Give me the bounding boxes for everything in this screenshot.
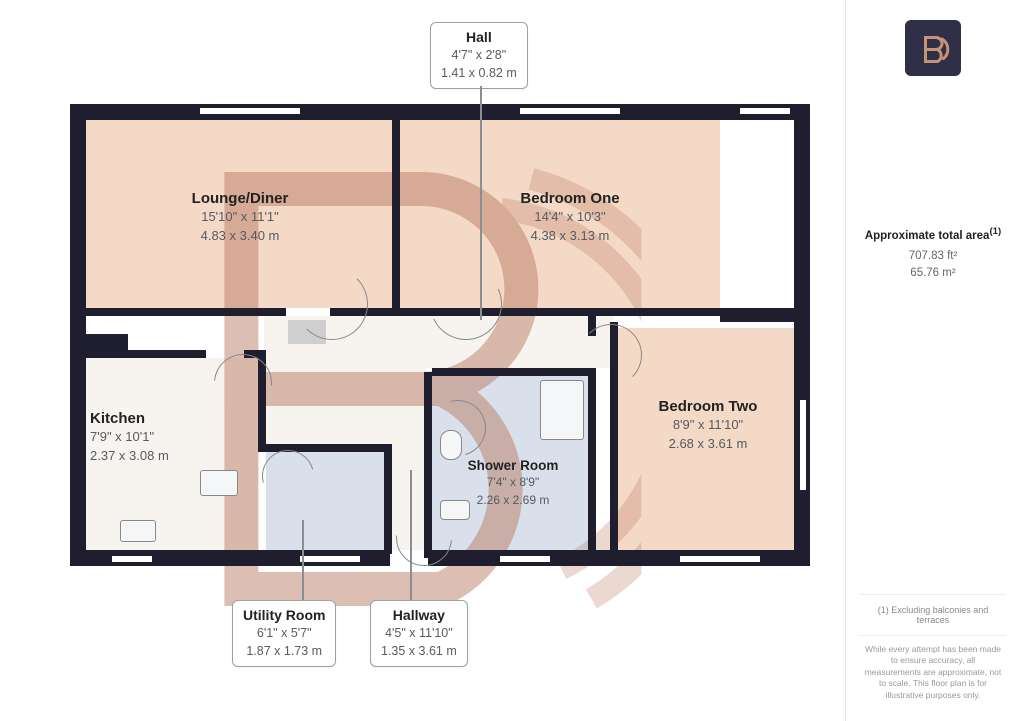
wall-step-right bbox=[720, 104, 736, 120]
room-dim-met: 1.41 x 0.82 m bbox=[441, 65, 517, 81]
sidebar-top: Approximate total area(1) 707.83 ft² 65.… bbox=[860, 20, 1006, 282]
window-top-2 bbox=[520, 106, 620, 116]
area-title: Approximate total area(1) bbox=[860, 226, 1006, 242]
brand-logo bbox=[905, 20, 961, 76]
window-right bbox=[798, 400, 808, 490]
room-dim-imp: 14'4" x 10'3" bbox=[534, 209, 605, 226]
door-bed2 bbox=[580, 324, 642, 386]
wall-floor1-bot-r bbox=[330, 308, 724, 316]
room-dim-met: 4.38 x 3.13 m bbox=[531, 228, 610, 245]
window-top-3 bbox=[740, 106, 790, 116]
room-dim-imp: 4'7" x 2'8" bbox=[441, 47, 517, 63]
wall-lounge-bed1 bbox=[392, 120, 400, 308]
area-ft: 707.83 ft² bbox=[860, 248, 1006, 265]
wall-step-notch bbox=[720, 308, 810, 322]
wall-kitchen-top-l bbox=[86, 350, 206, 358]
fixture-shower-tray bbox=[540, 380, 584, 440]
room-name: Lounge/Diner bbox=[192, 190, 289, 207]
wall-left-upper bbox=[70, 104, 86, 334]
room-dim-met: 4.83 x 3.40 m bbox=[201, 228, 280, 245]
wall-shower-top bbox=[432, 368, 592, 376]
room-name: Utility Room bbox=[243, 607, 325, 623]
wall-right-upper bbox=[794, 104, 810, 318]
area-summary: Approximate total area(1) 707.83 ft² 65.… bbox=[860, 226, 1006, 282]
sidebar-bottom: (1) Excluding balconies and terraces Whi… bbox=[860, 594, 1006, 707]
label-bed2: Bedroom Two 8'9" x 11'10" 2.68 x 3.61 m bbox=[628, 398, 788, 453]
window-bottom-3 bbox=[500, 554, 550, 564]
room-dim-met: 2.37 x 3.08 m bbox=[90, 448, 169, 465]
label-kitchen: Kitchen 7'9" x 10'1" 2.37 x 3.08 m bbox=[90, 410, 250, 465]
room-dim-imp: 7'4" x 8'9" bbox=[487, 475, 539, 491]
leader-utility bbox=[302, 520, 304, 600]
room-dim-met: 1.87 x 1.73 m bbox=[243, 643, 325, 659]
room-dim-met: 2.68 x 3.61 m bbox=[669, 436, 748, 453]
area-m: 65.76 m² bbox=[860, 265, 1006, 282]
leader-hall bbox=[480, 86, 482, 320]
fixture-hob bbox=[200, 470, 238, 496]
room-dim-imp: 8'9" x 11'10" bbox=[673, 417, 743, 434]
room-name: Hall bbox=[441, 29, 517, 45]
label-lounge: Lounge/Diner 15'10" x 11'1" 4.83 x 3.40 … bbox=[110, 190, 370, 245]
room-dim-imp: 7'9" x 10'1" bbox=[90, 429, 154, 446]
floorplan-area: Lounge/Diner 15'10" x 11'1" 4.83 x 3.40 … bbox=[0, 0, 845, 721]
room-dim-imp: 4'5" x 11'10" bbox=[381, 625, 457, 641]
footnote: (1) Excluding balconies and terraces bbox=[860, 594, 1006, 635]
area-title-text: Approximate total area bbox=[865, 230, 990, 242]
room-name: Hallway bbox=[381, 607, 457, 623]
window-bottom-4 bbox=[680, 554, 760, 564]
room-name: Shower Room bbox=[468, 458, 559, 473]
callout-utility: Utility Room 6'1" x 5'7" 1.87 x 1.73 m bbox=[232, 600, 336, 667]
wall-shower-right bbox=[588, 368, 596, 554]
leader-hallway bbox=[410, 470, 412, 600]
room-name: Bedroom Two bbox=[659, 398, 758, 415]
callout-hallway: Hallway 4'5" x 11'10" 1.35 x 3.61 m bbox=[370, 600, 468, 667]
window-bottom-1 bbox=[112, 554, 152, 564]
wall-top bbox=[70, 104, 810, 120]
wall-utility-right bbox=[384, 444, 392, 554]
door-lounge bbox=[296, 268, 368, 340]
room-dim-met: 2.26 x 2.69 m bbox=[477, 493, 550, 509]
room-dim-met: 1.35 x 3.61 m bbox=[381, 643, 457, 659]
label-shower: Shower Room 7'4" x 8'9" 2.26 x 2.69 m bbox=[438, 458, 588, 508]
area-title-sup: (1) bbox=[989, 226, 1001, 237]
disclaimer: While every attempt has been made to ens… bbox=[860, 635, 1006, 707]
sidebar: Approximate total area(1) 707.83 ft² 65.… bbox=[845, 0, 1020, 721]
fixture-sink bbox=[120, 520, 156, 542]
room-dim-imp: 6'1" x 5'7" bbox=[243, 625, 325, 641]
page: Lounge/Diner 15'10" x 11'1" 4.83 x 3.40 … bbox=[0, 0, 1020, 721]
window-bottom-2 bbox=[300, 554, 360, 564]
callout-hall: Hall 4'7" x 2'8" 1.41 x 0.82 m bbox=[430, 22, 528, 89]
wall-left-lower bbox=[70, 350, 86, 566]
floorplan-canvas: Lounge/Diner 15'10" x 11'1" 4.83 x 3.40 … bbox=[0, 0, 845, 721]
room-dim-imp: 15'10" x 11'1" bbox=[201, 209, 279, 226]
room-name: Kitchen bbox=[90, 410, 145, 427]
wall-floor1-bot-l bbox=[86, 308, 286, 316]
wall-kitchen-notch bbox=[70, 334, 128, 350]
logo-b-icon bbox=[915, 30, 951, 66]
room-name: Bedroom One bbox=[520, 190, 619, 207]
window-top-1 bbox=[200, 106, 300, 116]
label-bed1: Bedroom One 14'4" x 10'3" 4.38 x 3.13 m bbox=[450, 190, 690, 245]
